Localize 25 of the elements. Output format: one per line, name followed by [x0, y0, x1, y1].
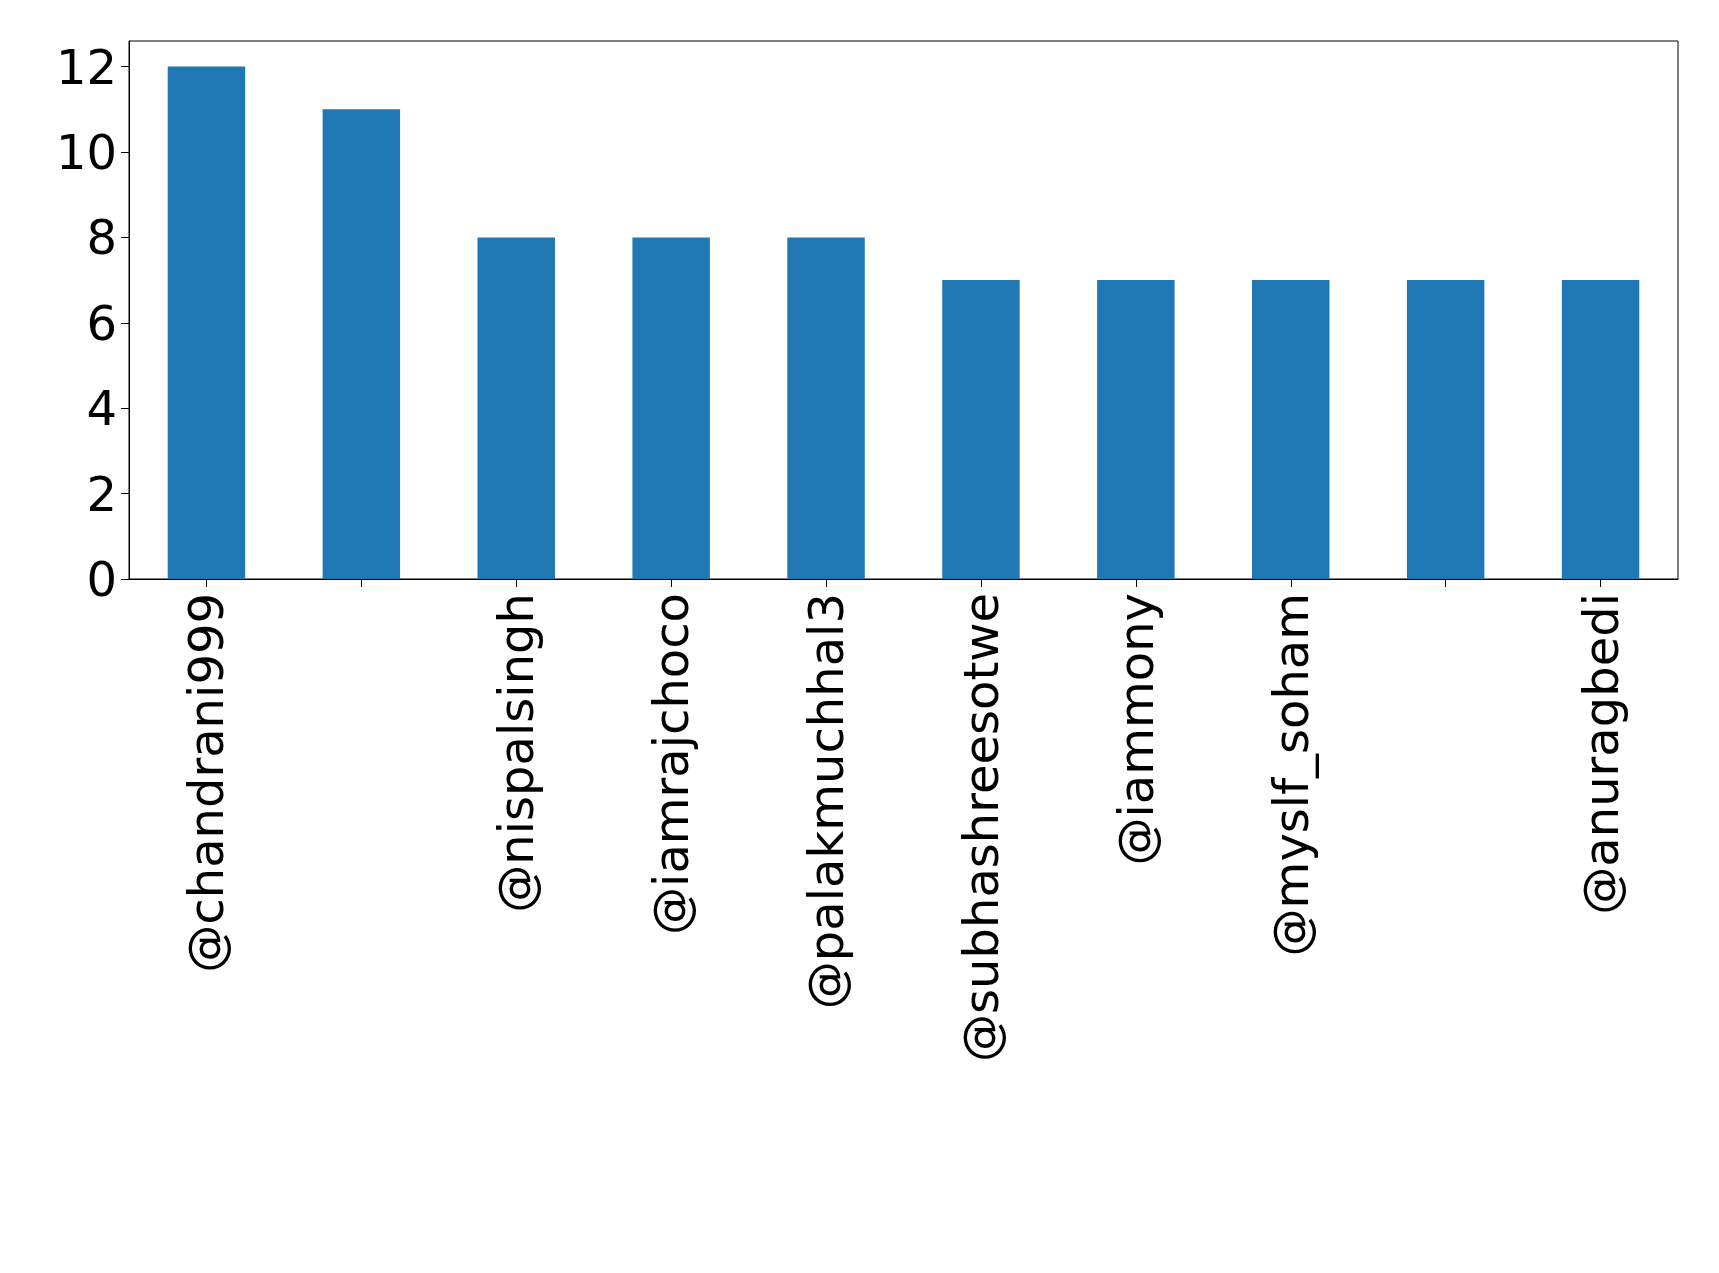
bar [632, 237, 710, 579]
x-tick-label: @iammony [1107, 593, 1164, 866]
bar [477, 237, 555, 579]
bar [1097, 280, 1175, 579]
y-tick-label: 12 [55, 38, 117, 95]
bar [167, 66, 246, 579]
x-tick-label: @anuragbedi [1572, 593, 1629, 915]
bar [787, 237, 865, 579]
bar [1406, 280, 1485, 579]
x-tick-label: @nispalsingh [488, 593, 545, 913]
y-tick-label: 8 [86, 209, 117, 266]
bar [1252, 280, 1330, 579]
x-tick-label: @iamrajchoco [643, 593, 700, 935]
bar [1561, 280, 1640, 579]
x-tick-label: @palakmuchhal3 [798, 593, 855, 1010]
x-tick-label: @subhashreesotwe [952, 593, 1009, 1062]
x-tick-label: @myslf_soham [1262, 593, 1319, 957]
y-tick-label: 2 [86, 465, 117, 522]
y-tick-label: 6 [86, 294, 117, 351]
y-tick-label: 10 [55, 124, 117, 181]
bar [942, 280, 1020, 579]
bar [322, 109, 401, 579]
y-tick-label: 0 [86, 551, 117, 607]
y-tick-label: 4 [86, 380, 117, 437]
x-tick-label: @chandrani999 [178, 593, 235, 973]
